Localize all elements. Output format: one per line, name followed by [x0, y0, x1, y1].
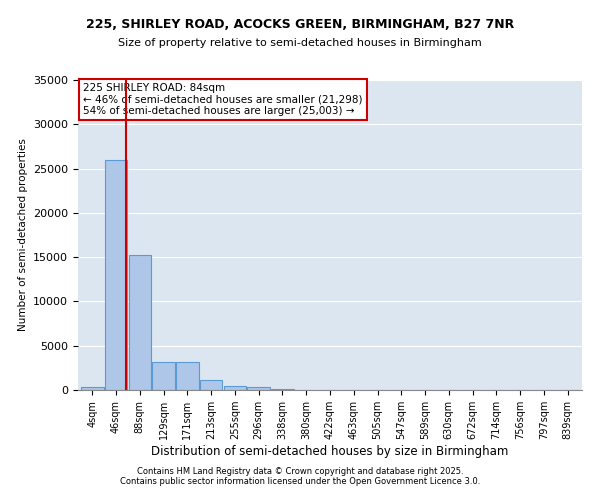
Text: Size of property relative to semi-detached houses in Birmingham: Size of property relative to semi-detach… [118, 38, 482, 48]
Text: Contains public sector information licensed under the Open Government Licence 3.: Contains public sector information licen… [120, 477, 480, 486]
Bar [247, 388, 270, 390]
Bar [152, 362, 175, 390]
Bar [271, 389, 294, 390]
Bar [224, 386, 246, 390]
Y-axis label: Number of semi-detached properties: Number of semi-detached properties [17, 138, 28, 332]
Text: 225, SHIRLEY ROAD, ACOCKS GREEN, BIRMINGHAM, B27 7NR: 225, SHIRLEY ROAD, ACOCKS GREEN, BIRMING… [86, 18, 514, 30]
Bar [105, 160, 127, 390]
Text: 225 SHIRLEY ROAD: 84sqm
← 46% of semi-detached houses are smaller (21,298)
54% o: 225 SHIRLEY ROAD: 84sqm ← 46% of semi-de… [83, 83, 362, 116]
Bar [128, 256, 151, 390]
Bar [176, 362, 199, 390]
X-axis label: Distribution of semi-detached houses by size in Birmingham: Distribution of semi-detached houses by … [151, 445, 509, 458]
Bar [81, 388, 104, 390]
Bar [200, 380, 223, 390]
Text: Contains HM Land Registry data © Crown copyright and database right 2025.: Contains HM Land Registry data © Crown c… [137, 467, 463, 476]
